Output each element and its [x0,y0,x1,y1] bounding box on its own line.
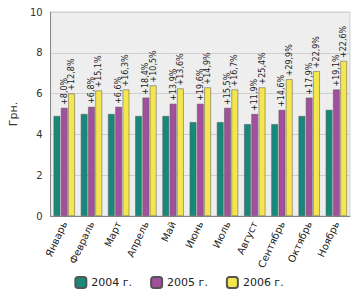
svg-text:Февраль: Февраль [67,220,96,266]
svg-text:6: 6 [36,88,42,99]
svg-text:+18,4%: +18,4% [141,62,151,95]
svg-text:+22,9%: +22,9% [312,36,321,69]
svg-text:Январь: Январь [43,220,69,259]
svg-text:+13,9%: +13,9% [168,68,178,101]
svg-text:2004 г.: 2004 г. [91,276,132,289]
svg-text:Апрель: Апрель [125,220,151,259]
svg-text:+14,9%: +14,9% [203,52,212,85]
svg-text:2005 г.: 2005 г. [167,276,208,289]
svg-text:8: 8 [36,47,42,58]
svg-text:10: 10 [30,7,43,18]
svg-text:+17,9%: +17,9% [304,62,314,95]
svg-text:Август: Август [235,220,260,257]
svg-text:+29,9%: +29,9% [285,44,294,77]
svg-text:+8,0%: +8,0% [59,77,69,105]
svg-text:+12,8%: +12,8% [67,58,76,91]
svg-text:+25,4%: +25,4% [258,52,267,85]
svg-text:Ноябрь: Ноябрь [315,220,341,259]
svg-text:Июль: Июль [211,220,233,250]
svg-text:+15,5%: +15,5% [223,72,232,105]
svg-text:+16,3%: +16,3% [121,54,130,87]
svg-text:Сентябрь: Сентябрь [256,220,287,270]
svg-text:+19,1%: +19,1% [331,54,341,87]
svg-text:+10,5%: +10,5% [149,50,158,83]
svg-text:4: 4 [36,129,42,140]
svg-text:+22,6%: +22,6% [339,25,348,58]
svg-text:+13,6%: +13,6% [176,53,185,86]
svg-text:0: 0 [36,211,42,222]
svg-text:Октябрь: Октябрь [286,220,315,265]
svg-text:2006 г.: 2006 г. [243,276,284,289]
svg-text:Май: Май [159,220,178,244]
svg-text:+15,1%: +15,1% [94,55,103,88]
svg-text:+6,8%: +6,8% [86,76,96,104]
svg-text:Март: Март [102,220,123,249]
svg-text:+11,9%: +11,9% [250,78,260,111]
svg-text:Июнь: Июнь [183,220,205,250]
svg-text:2: 2 [36,170,42,181]
svg-text:+19,6%: +19,6% [195,68,205,101]
svg-text:+14,6%: +14,6% [277,74,286,107]
svg-text:Грн.: Грн. [7,102,20,126]
svg-text:+16,7%: +16,7% [230,54,239,87]
svg-text:+6,6%: +6,6% [114,76,124,104]
